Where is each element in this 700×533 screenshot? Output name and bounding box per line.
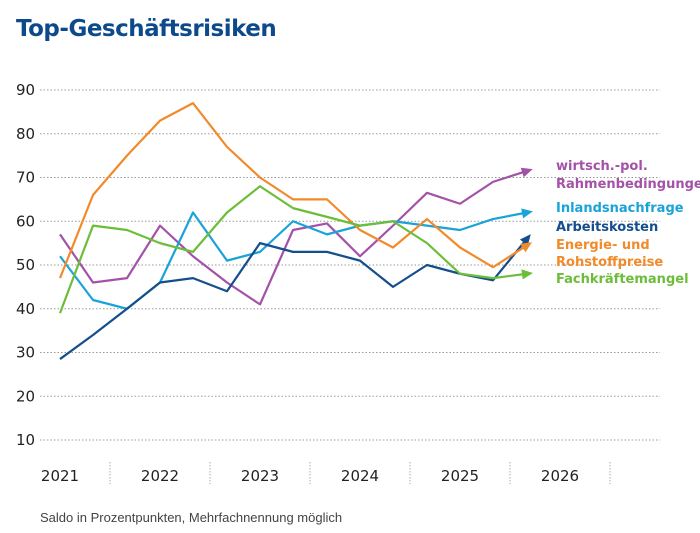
series-label: Rahmenbedingungen <box>556 177 700 192</box>
y-tick-label: 40 <box>16 300 35 318</box>
series-line <box>58 185 528 314</box>
y-tick-label: 30 <box>16 344 35 362</box>
y-tick-label: 90 <box>16 81 35 99</box>
x-tick-label: 2026 <box>541 467 579 485</box>
x-tick-label: 2024 <box>341 467 379 485</box>
series-line <box>59 169 528 306</box>
series-line <box>59 238 528 360</box>
series-line <box>58 102 528 279</box>
series-label: Rohstoffpreise <box>556 255 663 270</box>
y-tick-label: 60 <box>16 212 35 230</box>
x-tick-label: 2021 <box>41 467 79 485</box>
series-label: Energie- und <box>556 238 650 253</box>
series-line <box>59 211 528 310</box>
x-tick-label: 2025 <box>441 467 479 485</box>
y-tick-label: 50 <box>16 256 35 274</box>
chart-title: Top-Geschäftsrisiken <box>16 16 277 42</box>
series-label: Inlandsnachfrage <box>556 201 684 216</box>
arrow-head-icon <box>521 208 533 219</box>
arrow-head-icon <box>521 269 533 280</box>
arrow-head-icon <box>520 167 533 178</box>
y-tick-label: 10 <box>16 431 35 449</box>
chart-note: Saldo in Prozentpunkten, Mehrfachnennung… <box>40 510 343 525</box>
arrow-head-icon <box>520 242 533 253</box>
y-tick-label: 80 <box>16 125 35 143</box>
x-tick-label: 2023 <box>241 467 279 485</box>
series-label: wirtsch.-pol. <box>556 159 648 174</box>
x-tick-label: 2022 <box>141 467 179 485</box>
y-tick-label: 20 <box>16 387 35 405</box>
y-tick-label: 70 <box>16 169 35 187</box>
series-label: Arbeitskosten <box>556 220 658 235</box>
series-label: Fachkräftemangel <box>556 272 689 287</box>
